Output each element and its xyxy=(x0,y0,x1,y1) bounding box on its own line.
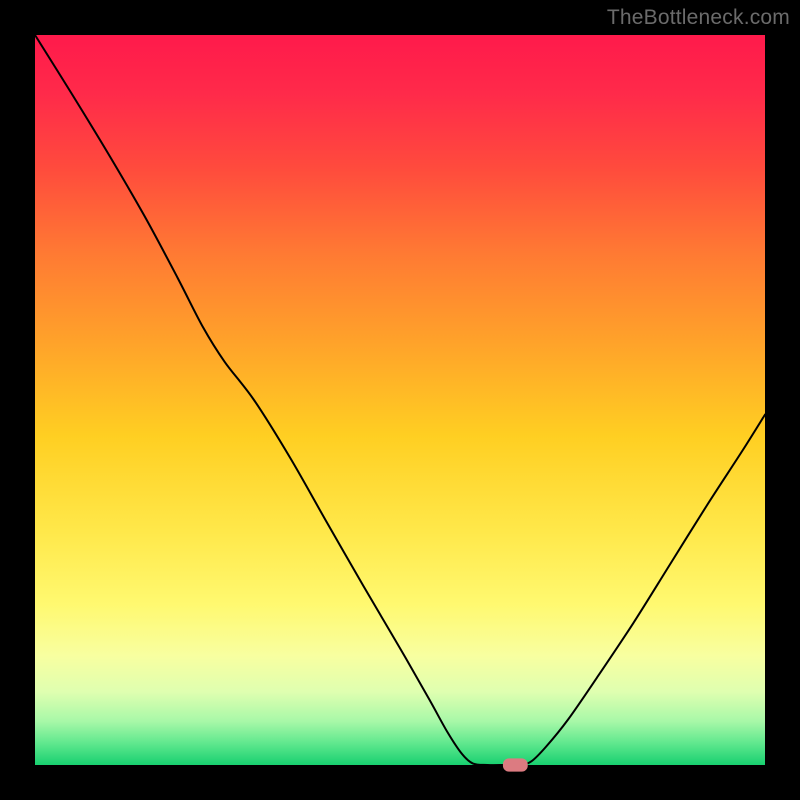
bottleneck-chart: TheBottleneck.com xyxy=(0,0,800,800)
watermark-text: TheBottleneck.com xyxy=(607,6,790,30)
chart-canvas xyxy=(0,0,800,800)
